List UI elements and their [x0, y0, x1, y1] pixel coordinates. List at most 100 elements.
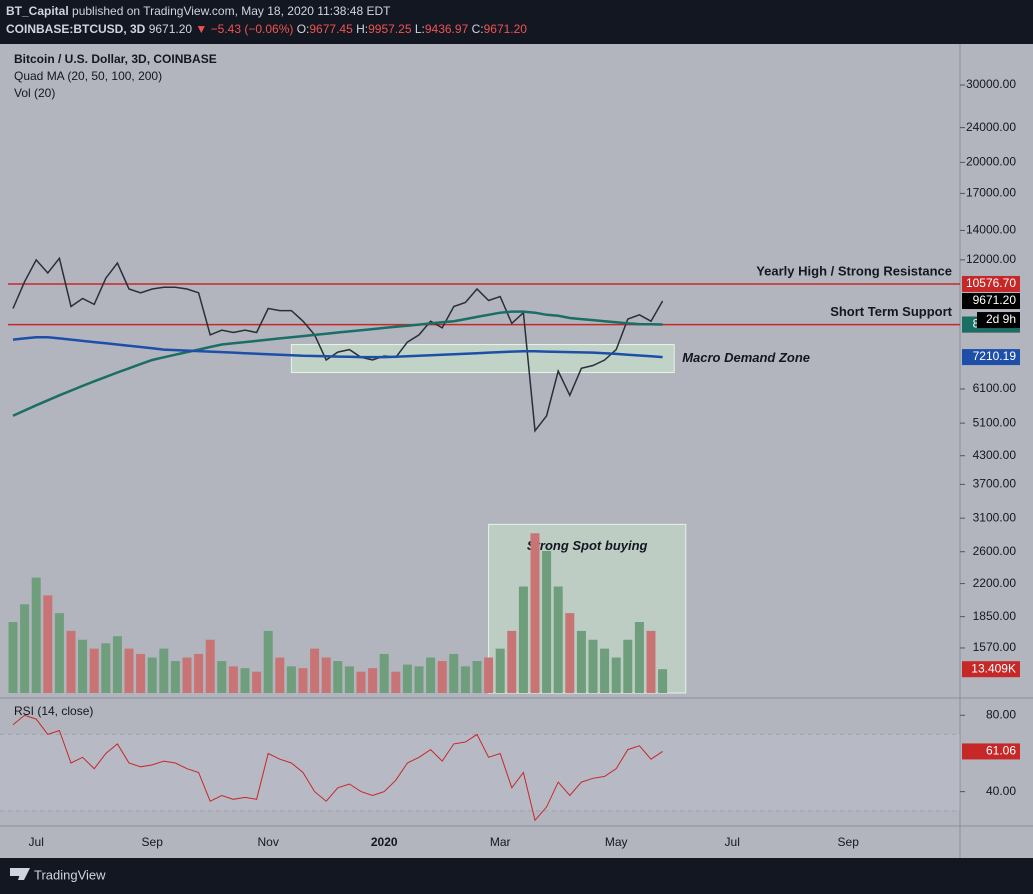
- volume-bar: [20, 604, 30, 693]
- low-label: L:: [415, 22, 425, 36]
- chart-bg: [0, 44, 1033, 858]
- volume-bar: [31, 577, 41, 693]
- x-tick-label: Nov: [258, 835, 279, 849]
- demand-zone: [290, 344, 675, 374]
- last: 9671.20: [149, 22, 193, 36]
- y-tick-label: 1850.00: [973, 609, 1017, 623]
- close: 9671.20: [484, 22, 528, 36]
- y-tick-label: 3100.00: [973, 510, 1017, 524]
- volume-bar: [460, 666, 470, 693]
- volume-bar: [576, 630, 586, 693]
- y-tick-label: 6100.00: [973, 381, 1017, 395]
- volume-bar: [170, 661, 180, 693]
- hline-text: Yearly High / Strong Resistance: [756, 263, 952, 278]
- volume-bar: [205, 639, 215, 693]
- volume-bar: [112, 636, 122, 693]
- volume-bar: [530, 533, 540, 693]
- volume-bar: [391, 671, 401, 693]
- volume-bar: [600, 648, 610, 693]
- y-tick-label: 30000.00: [966, 77, 1016, 91]
- x-tick-label: May: [605, 835, 628, 849]
- rsi-tag: 61.06: [986, 744, 1016, 758]
- brand-logo: [10, 868, 30, 880]
- high-label: H:: [356, 22, 368, 36]
- y-tick-label: 5100.00: [973, 415, 1017, 429]
- volume-bar: [333, 661, 343, 693]
- volume-bar: [263, 630, 273, 693]
- high: 9957.25: [368, 22, 412, 36]
- x-tick-label: Sep: [838, 835, 860, 849]
- legend-ma: Quad MA (20, 50, 100, 200): [14, 69, 162, 83]
- series-tag-bg: [962, 293, 1020, 310]
- y-tick-label: 2600.00: [973, 544, 1017, 558]
- volume-bar: [507, 630, 517, 693]
- x-tick-label: Mar: [490, 835, 511, 849]
- volume-bar: [8, 622, 18, 693]
- volume-bar: [414, 666, 424, 693]
- volume-bar: [124, 648, 134, 693]
- volume-bar: [472, 661, 482, 693]
- y-tick-label: 14000.00: [966, 223, 1016, 237]
- volume-bar: [159, 648, 169, 693]
- price-line: [12, 256, 664, 433]
- brand: TradingView: [34, 867, 106, 882]
- volume-bar: [228, 666, 238, 693]
- volume-bar: [286, 666, 296, 693]
- volume-bar: [542, 551, 552, 693]
- published: published on TradingView.com, May 18, 20…: [72, 4, 391, 18]
- rsi-line: [12, 714, 663, 822]
- volume-bar: [646, 630, 656, 693]
- y-tick-label: 17000.00: [966, 186, 1016, 200]
- volume-bar: [194, 653, 204, 693]
- hline-tag-bg: [962, 275, 1020, 292]
- symbol: COINBASE:BTCUSD, 3D: [6, 22, 146, 36]
- countdown: 2d 9h: [986, 312, 1016, 326]
- volume-bar: [565, 613, 575, 693]
- volume-bar: [402, 664, 412, 693]
- legend-symbol: Bitcoin / U.S. Dollar, 3D, COINBASE: [14, 52, 217, 66]
- y-tick-label: 40.00: [986, 784, 1016, 798]
- volume-bar: [368, 668, 378, 693]
- volume-bar: [217, 661, 227, 693]
- volume-bar: [298, 668, 308, 693]
- volume-bar: [321, 657, 331, 693]
- x-tick-label: 2020: [371, 835, 398, 849]
- author: BT_Capital: [6, 4, 69, 18]
- rsi-tag-bg: [962, 743, 1020, 760]
- volume-bar: [495, 648, 505, 693]
- y-tick-label: 2200.00: [973, 576, 1017, 590]
- volume-bar: [611, 657, 621, 693]
- open: 9677.45: [309, 22, 353, 36]
- volume-bar: [623, 639, 633, 693]
- y-tick-label: 80.00: [986, 707, 1016, 721]
- volume-bar: [66, 630, 76, 693]
- x-tick-label: Jul: [29, 835, 44, 849]
- volume-bar: [275, 657, 285, 693]
- header-line-1: BT_Capital published on TradingView.com,…: [6, 4, 391, 18]
- volume-tag-bg: [962, 661, 1020, 678]
- volume-bar: [437, 661, 447, 693]
- open-label: O:: [297, 22, 310, 36]
- change: ▼ −5.43 (−0.06%): [195, 22, 293, 36]
- volume-bar: [252, 671, 262, 693]
- volume-tag: 13.409K: [971, 661, 1016, 675]
- volume-bar: [344, 666, 354, 693]
- volume-bar: [182, 657, 192, 693]
- rsi-title: RSI (14, close): [14, 704, 93, 718]
- header-line-2: COINBASE:BTCUSD, 3D 9671.20 ▼ −5.43 (−0.…: [6, 22, 527, 36]
- volume-bar: [356, 671, 366, 693]
- y-tick-label: 1570.00: [973, 640, 1017, 654]
- x-tick-label: Jul: [725, 835, 740, 849]
- volume-bar: [553, 586, 563, 693]
- y-tick-label: 12000.00: [966, 252, 1016, 266]
- y-tick-label: 4300.00: [973, 448, 1017, 462]
- y-tick-label: 20000.00: [966, 155, 1016, 169]
- volume-bar: [101, 643, 111, 693]
- volume-bar: [43, 595, 53, 693]
- countdown-bg: [977, 312, 1020, 329]
- volume-bar: [136, 653, 146, 693]
- x-tick-label: Sep: [142, 835, 164, 849]
- volume-bar: [54, 613, 64, 693]
- volume-bar: [310, 648, 320, 693]
